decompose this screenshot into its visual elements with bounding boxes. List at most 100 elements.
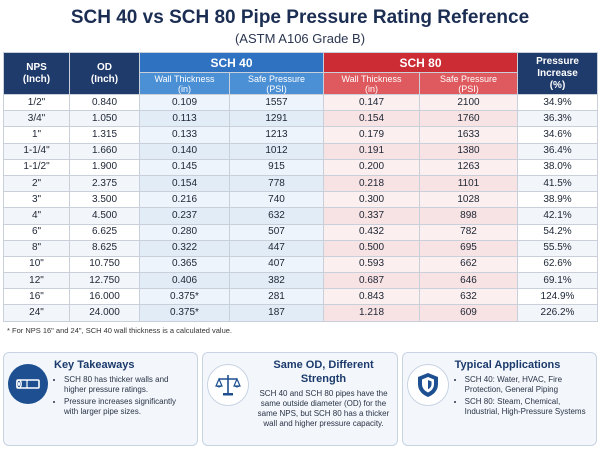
cell-sch80-pressure: 2100 — [419, 93, 518, 112]
cell-sch40-pressure: 281 — [229, 288, 324, 306]
cell-sch40-pressure: 1291 — [229, 110, 324, 128]
cell-nps: 8" — [3, 239, 70, 257]
table-row: 12" 12.750 0.406 382 0.687 646 69.1% — [3, 272, 598, 290]
table-row: 6" 6.625 0.280 507 0.432 782 54.2% — [3, 223, 598, 241]
cell-sch40-pressure: 1012 — [229, 142, 324, 160]
cell-od: 4.500 — [69, 207, 140, 225]
cell-od: 6.625 — [69, 223, 140, 241]
cell-sch40-pressure: 778 — [229, 174, 324, 193]
cell-pressure-increase: 36.3% — [517, 110, 598, 128]
list-item: SCH 80 has thicker walls and higher pres… — [64, 375, 192, 395]
table-row: 1/2" 0.840 0.109 1557 0.147 2100 34.9% — [3, 93, 598, 112]
cell-sch40-pressure: 1213 — [229, 126, 324, 144]
cell-nps: 3" — [3, 191, 70, 209]
cell-sch80-pressure: 1028 — [419, 191, 518, 209]
cell-sch80-pressure: 632 — [419, 288, 518, 306]
cell-sch40-wall: 0.154 — [139, 174, 230, 193]
pipe-icon — [8, 364, 48, 404]
cell-sch80-wall: 0.687 — [323, 272, 420, 290]
table-row: 3/4" 1.050 0.113 1291 0.154 1760 36.3% — [3, 110, 598, 128]
cell-sch40-wall: 0.375* — [139, 304, 230, 322]
header-nps: NPS (Inch) — [3, 52, 70, 95]
table-row: 8" 8.625 0.322 447 0.500 695 55.5% — [3, 239, 598, 257]
header-sch40-pressure: Safe Pressure (PSI) — [229, 72, 324, 95]
cell-nps: 2" — [3, 174, 70, 193]
footnote: * For NPS 16" and 24", SCH 40 wall thick… — [7, 325, 233, 335]
cell-nps: 16" — [3, 288, 70, 306]
cell-nps: 10" — [3, 255, 70, 274]
cell-sch80-wall: 1.218 — [323, 304, 420, 322]
cell-od: 12.750 — [69, 272, 140, 290]
cell-sch80-pressure: 662 — [419, 255, 518, 274]
cell-sch80-pressure: 898 — [419, 207, 518, 225]
cell-pressure-increase: 55.5% — [517, 239, 598, 257]
cell-sch40-pressure: 1557 — [229, 93, 324, 112]
key-takeaways-title: Key Takeaways — [54, 359, 135, 371]
cell-sch40-wall: 0.113 — [139, 110, 230, 128]
cell-nps: 12" — [3, 272, 70, 290]
list-item: SCH 80: Steam, Chemical, Industrial, Hig… — [465, 397, 591, 417]
cell-pressure-increase: 38.9% — [517, 191, 598, 209]
cell-sch80-pressure: 1101 — [419, 174, 518, 193]
cell-sch80-pressure: 1263 — [419, 158, 518, 176]
cell-sch80-wall: 0.432 — [323, 223, 420, 241]
list-item: Pressure increases significantly with la… — [64, 397, 192, 417]
cell-sch40-wall: 0.133 — [139, 126, 230, 144]
cell-sch80-wall: 0.179 — [323, 126, 420, 144]
cell-sch40-wall: 0.216 — [139, 191, 230, 209]
cell-sch80-wall: 0.300 — [323, 191, 420, 209]
header-sch40-wall: Wall Thickness (in) — [139, 72, 230, 95]
cell-pressure-increase: 54.2% — [517, 223, 598, 241]
cell-sch40-pressure: 447 — [229, 239, 324, 257]
list-item: SCH 40: Water, HVAC, Fire Protection, Ge… — [465, 375, 591, 395]
cell-sch80-pressure: 1380 — [419, 142, 518, 160]
table-row: 1-1/4" 1.660 0.140 1012 0.191 1380 36.4% — [3, 142, 598, 160]
cell-pressure-increase: 41.5% — [517, 174, 598, 193]
table-row: 1-1/2" 1.900 0.145 915 0.200 1263 38.0% — [3, 158, 598, 176]
cell-sch80-pressure: 782 — [419, 223, 518, 241]
page-title: SCH 40 vs SCH 80 Pipe Pressure Rating Re… — [70, 7, 530, 28]
cell-sch80-pressure: 609 — [419, 304, 518, 322]
table-row: 3" 3.500 0.216 740 0.300 1028 38.9% — [3, 191, 598, 209]
header-sch80-wall: Wall Thickness (in) — [323, 72, 420, 95]
cell-sch80-wall: 0.500 — [323, 239, 420, 257]
pressure-table: NPS (Inch) OD (Inch) SCH 40 SCH 80 Pressur… — [3, 52, 598, 322]
cell-pressure-increase: 62.6% — [517, 255, 598, 274]
cell-sch40-pressure: 507 — [229, 223, 324, 241]
cell-sch40-pressure: 632 — [229, 207, 324, 225]
cell-nps: 1" — [3, 126, 70, 144]
cell-od: 0.840 — [69, 93, 140, 112]
cell-sch80-wall: 0.154 — [323, 110, 420, 128]
cell-pressure-increase: 69.1% — [517, 272, 598, 290]
cell-sch80-wall: 0.843 — [323, 288, 420, 306]
cell-od: 1.900 — [69, 158, 140, 176]
cell-sch40-wall: 0.237 — [139, 207, 230, 225]
header-od: OD (Inch) — [69, 52, 140, 95]
table-row: 16" 16.000 0.375* 281 0.843 632 124.9% — [3, 288, 598, 306]
cell-od: 24.000 — [69, 304, 140, 322]
cell-sch80-pressure: 646 — [419, 272, 518, 290]
scale-icon — [207, 364, 250, 406]
table-body: 1/2" 0.840 0.109 1557 0.147 2100 34.9% 3/4" 1.05… — [3, 93, 598, 322]
cell-pressure-increase: 38.0% — [517, 158, 598, 176]
table-row: 10" 10.750 0.365 407 0.593 662 62.6% — [3, 255, 598, 274]
cell-nps: 1-1/2" — [3, 158, 70, 176]
cell-sch40-pressure: 407 — [229, 255, 324, 274]
cell-sch40-wall: 0.322 — [139, 239, 230, 257]
cell-sch40-wall: 0.109 — [139, 93, 230, 112]
table-row: 24" 24.000 0.375* 187 1.218 609 226.2% — [3, 304, 598, 322]
cell-nps: 4" — [3, 207, 70, 225]
cell-sch40-wall: 0.140 — [139, 142, 230, 160]
cell-od: 2.375 — [69, 174, 140, 193]
strength-text: SCH 40 and SCH 80 pipes have the same ou… — [257, 389, 390, 428]
strength-title: Same OD, Different Strength — [273, 359, 374, 385]
strength-card: Same OD, Different Strength SCH 40 and S… — [202, 352, 398, 446]
page-subtitle: (ASTM A106 Grade B) — [234, 31, 366, 46]
cell-sch40-pressure: 740 — [229, 191, 324, 209]
header-sch80: SCH 80 — [323, 52, 518, 73]
cell-sch40-wall: 0.280 — [139, 223, 230, 241]
cell-sch40-wall: 0.365 — [139, 255, 230, 274]
cell-pressure-increase: 34.9% — [517, 93, 598, 112]
applications-title: Typical Applications — [454, 359, 561, 371]
cell-sch40-pressure: 187 — [229, 304, 324, 322]
